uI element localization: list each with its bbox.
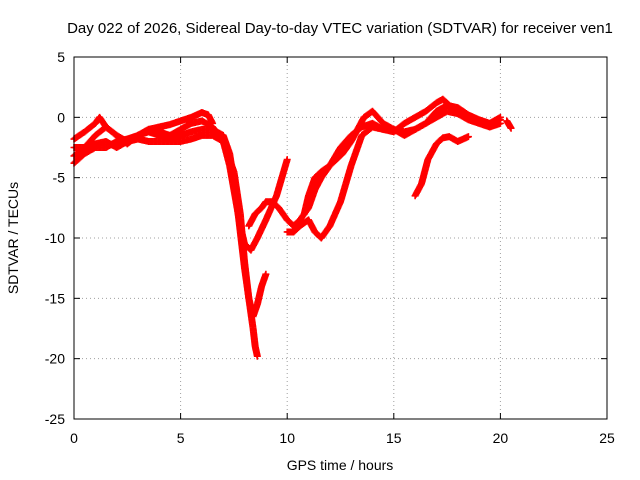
x-tick-label: 15 xyxy=(386,430,402,446)
data-point-marker xyxy=(253,352,261,360)
y-tick-label: -15 xyxy=(45,290,65,306)
y-tick-label: -25 xyxy=(45,411,65,427)
y-tick-label: -10 xyxy=(45,230,65,246)
x-tick-label: 25 xyxy=(599,430,615,446)
data-point-marker xyxy=(507,124,515,132)
x-tick-label: 20 xyxy=(493,430,509,446)
y-tick-label: 0 xyxy=(57,109,65,125)
data-point-marker xyxy=(464,133,472,141)
y-axis-label: SDTVAR / TECUs xyxy=(5,182,21,294)
x-tick-label: 5 xyxy=(177,430,185,446)
y-tick-label: -5 xyxy=(53,170,66,186)
data-point-marker xyxy=(496,119,504,127)
axis-ticks: 0 5 10 15 20 25 5 0 -5 -10 -15 -20 -25 xyxy=(45,49,615,446)
data-series xyxy=(70,95,515,360)
series-trace-h xyxy=(411,133,472,200)
chart-title: Day 022 of 2026, Sidereal Day-to-day VTE… xyxy=(67,20,613,37)
series-trace-i xyxy=(503,117,515,132)
x-tick-label: 10 xyxy=(279,430,295,446)
data-point-marker xyxy=(283,156,291,164)
x-tick-label: 0 xyxy=(70,430,78,446)
data-point-marker xyxy=(496,113,504,121)
y-tick-label: -20 xyxy=(45,351,65,367)
data-point-marker xyxy=(262,270,270,278)
series-trace-g xyxy=(300,101,504,218)
y-tick-label: 5 xyxy=(57,49,65,65)
plot-frame xyxy=(73,56,608,420)
series-trace-d xyxy=(70,131,291,254)
series-trace-f xyxy=(283,107,504,242)
x-axis-label: GPS time / hours xyxy=(287,457,394,473)
